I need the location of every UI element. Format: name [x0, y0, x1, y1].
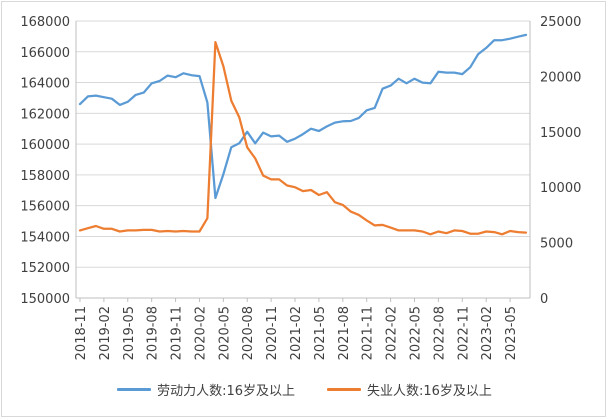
gridlines — [76, 20, 530, 299]
left-tick-label-4: 158000 — [20, 169, 70, 184]
legend-item-unemployed[interactable]: 失业人数:16岁及以上 — [327, 380, 492, 399]
x-tick-label-6: 2020-05 — [217, 306, 232, 360]
series-line-unemployed — [78, 40, 528, 236]
left-tick-label-8: 166000 — [20, 46, 70, 61]
right-tick-label-0: 0 — [540, 292, 548, 307]
x-tick-label-8: 2020-11 — [265, 306, 280, 360]
x-tick-label-13: 2022-02 — [385, 306, 400, 360]
right-tick-label-1: 5000 — [540, 237, 573, 252]
x-tick-label-3: 2019-08 — [146, 306, 161, 360]
legend-swatch-unemployed — [327, 387, 361, 391]
legend: 劳动力人数:16岁及以上 失业人数:16岁及以上 — [0, 378, 609, 400]
right-tick-label-3: 15000 — [540, 126, 581, 141]
left-tick-label-3: 156000 — [20, 200, 70, 215]
x-tick-label-16: 2022-11 — [456, 306, 471, 360]
left-tick-label-2: 154000 — [20, 230, 70, 245]
series-line-labor-force — [78, 33, 528, 200]
x-tick-label-7: 2020-08 — [241, 306, 256, 360]
legend-item-labor-force[interactable]: 劳动力人数:16岁及以上 — [117, 380, 295, 399]
x-tick-label-9: 2021-02 — [289, 306, 304, 360]
right-tick-label-4: 20000 — [540, 70, 581, 85]
x-tick-label-11: 2021-08 — [337, 306, 352, 360]
left-tick-label-6: 162000 — [20, 107, 70, 122]
x-axis-ticks: 2018-11 2019-02 2019-05 2019-08 2019-11 2020-… — [74, 298, 519, 360]
x-tick-label-5: 2020-02 — [193, 306, 208, 360]
right-tick-label-5: 25000 — [540, 15, 581, 30]
left-tick-label-1: 152000 — [20, 261, 70, 276]
right-tick-label-2: 10000 — [540, 181, 581, 196]
right-axis-ticks: 0 5000 10000 15000 20000 25000 — [540, 15, 581, 307]
legend-label-labor-force: 劳动力人数:16岁及以上 — [157, 383, 295, 399]
left-tick-label-0: 150000 — [20, 292, 70, 307]
x-tick-label-12: 2021-11 — [361, 306, 376, 360]
x-tick-label-14: 2022-05 — [409, 306, 424, 360]
x-tick-label-2: 2019-05 — [122, 306, 137, 360]
left-axis-ticks: 150000 152000 154000 156000 158000 160000 1620… — [20, 15, 70, 307]
x-tick-label-17: 2023-02 — [480, 306, 495, 360]
x-tick-label-0: 2018-11 — [74, 306, 89, 360]
x-tick-label-4: 2019-11 — [170, 306, 185, 360]
series-lines — [78, 33, 528, 236]
left-tick-label-9: 168000 — [20, 15, 70, 30]
left-tick-label-7: 164000 — [20, 77, 70, 92]
left-tick-label-5: 160000 — [20, 138, 70, 153]
x-tick-label-15: 2022-08 — [432, 306, 447, 360]
x-tick-label-1: 2019-02 — [98, 306, 113, 360]
x-tick-label-10: 2021-05 — [313, 306, 328, 360]
axes — [75, 21, 531, 299]
legend-swatch-labor-force — [117, 387, 152, 391]
x-tick-label-18: 2023-05 — [504, 306, 519, 360]
legend-label-unemployed: 失业人数:16岁及以上 — [367, 383, 492, 399]
